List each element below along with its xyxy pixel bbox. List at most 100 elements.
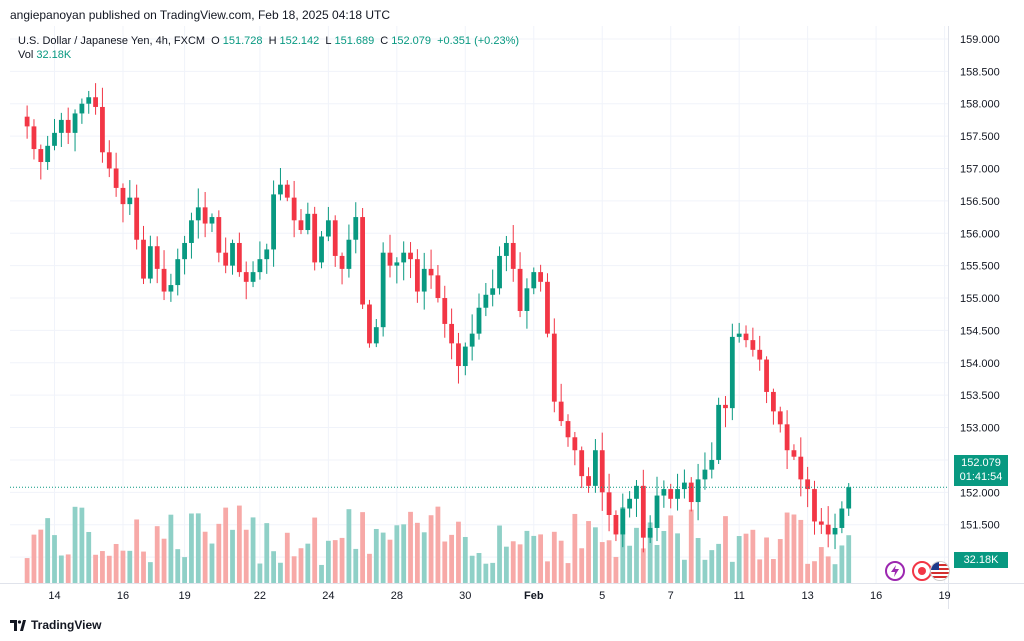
volume-bar: [154, 526, 160, 583]
lightning-icon[interactable]: [885, 561, 905, 581]
candle-body: [832, 527, 838, 535]
volume-bar: [189, 513, 194, 583]
legend-symbol: U.S. Dollar / Japanese Yen, 4h, FXCM: [18, 35, 206, 47]
candle-body: [736, 333, 742, 337]
candle-body: [586, 476, 591, 486]
volume-bar: [209, 543, 215, 583]
price-tick-label: 157.000: [960, 163, 1000, 175]
volume-bar: [38, 529, 44, 583]
candle-body: [305, 213, 311, 231]
volume-bar: [503, 546, 509, 583]
volume-bar: [545, 561, 550, 583]
candle-body: [764, 359, 769, 392]
volume-bar: [127, 550, 133, 583]
candle-body: [86, 97, 92, 104]
price-chart[interactable]: 159.000 158.500 158.000 157.500 157.000 156.5…: [0, 26, 1024, 609]
candle-body: [24, 116, 30, 127]
volume-bar: [202, 531, 208, 583]
time-tick-label: 24: [322, 590, 334, 602]
volume-bar: [634, 527, 639, 583]
volume-bar: [257, 563, 263, 583]
volume-bar: [784, 512, 790, 583]
volume-bar: [812, 561, 817, 583]
candle-body: [456, 343, 461, 367]
candle-body: [469, 333, 475, 347]
candle-body: [695, 479, 701, 503]
candle-body: [120, 187, 126, 205]
candle-body: [79, 103, 85, 114]
candle-body: [579, 450, 585, 477]
last-price-value: 152.079: [961, 457, 1001, 469]
candle-body: [195, 207, 201, 221]
volume-bar: [517, 544, 523, 583]
volume-bar: [45, 518, 51, 583]
volume-bar: [264, 523, 270, 583]
volume-bar: [832, 564, 838, 583]
candle-body: [408, 252, 413, 260]
candle-body: [825, 524, 831, 535]
volume-bar: [723, 516, 728, 583]
volume-bar: [161, 538, 167, 583]
volume-bar: [688, 509, 694, 583]
candle-body: [613, 514, 619, 535]
candle-body: [414, 259, 420, 292]
candle-body: [654, 495, 660, 528]
event-icon[interactable]: [912, 561, 932, 581]
volume-bar: [93, 554, 98, 583]
volume-bar: [243, 529, 249, 583]
time-tick-label: 16: [117, 590, 129, 602]
candle-body: [538, 272, 544, 282]
candle-body: [175, 259, 181, 286]
candle-body: [394, 262, 400, 266]
volume-bar: [175, 549, 181, 583]
volume-bar: [668, 515, 674, 583]
candle-body: [52, 132, 57, 146]
volume-bar: [278, 562, 283, 583]
candle-body: [264, 249, 270, 260]
volume-bar: [414, 522, 420, 583]
candle-body: [168, 285, 174, 292]
volume-bar: [387, 539, 393, 583]
candle-body: [428, 268, 434, 276]
volume-bar: [750, 529, 756, 583]
time-tick-label: 5: [599, 590, 605, 602]
candle-body: [462, 346, 468, 367]
volume-bar: [65, 554, 71, 583]
volume-bar: [640, 548, 646, 583]
volume-bar: [825, 556, 831, 583]
candle-body: [319, 236, 324, 263]
candle-body: [182, 242, 187, 260]
volume-bar: [120, 550, 126, 583]
time-tick-label: 22: [254, 590, 266, 602]
candle-body: [531, 272, 537, 289]
volume-bar: [284, 532, 290, 583]
volume-bar: [291, 556, 297, 583]
candle-body: [709, 459, 715, 470]
candle-body: [620, 508, 626, 535]
candle-body: [743, 333, 749, 341]
candle-body: [373, 327, 379, 344]
tradingview-logo[interactable]: TradingView: [10, 618, 101, 632]
candle-body: [777, 411, 783, 425]
footer: TradingView: [0, 612, 1024, 641]
candle-body: [771, 391, 776, 412]
volume-bar: [79, 507, 85, 583]
us-flag-icon[interactable]: [930, 561, 950, 581]
volume-bar: [462, 536, 468, 583]
price-tick-label: 153.000: [960, 423, 1000, 435]
volume-bar: [538, 534, 544, 583]
time-tick-label: Feb: [524, 590, 544, 602]
tradingview-logo-icon: [10, 619, 26, 631]
candle-body: [750, 340, 756, 350]
candle-body: [291, 197, 297, 221]
candle-body: [421, 268, 427, 292]
volume-bar: [86, 531, 92, 583]
volume-bar: [702, 559, 708, 583]
volume-bar: [298, 548, 304, 583]
volume-bar: [223, 507, 229, 583]
volume-bar: [360, 512, 366, 583]
candle-body: [634, 485, 639, 499]
chart-frame[interactable]: 159.000 158.500 158.000 157.500 157.000 156.5…: [0, 26, 1024, 609]
top-bar: angiepanoyan published on TradingView.co…: [0, 0, 1024, 26]
candle-body: [243, 272, 249, 282]
